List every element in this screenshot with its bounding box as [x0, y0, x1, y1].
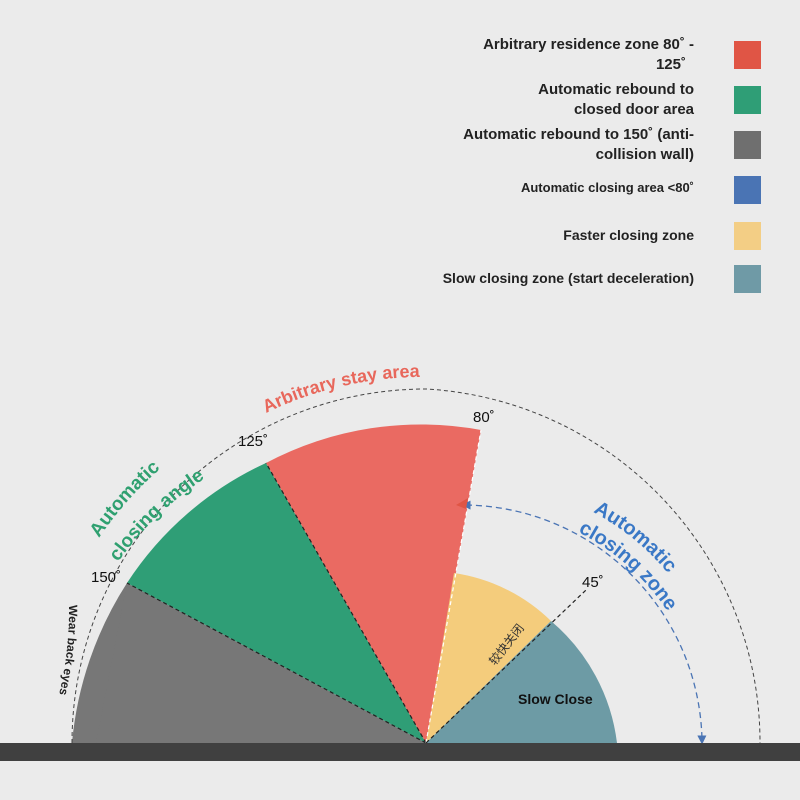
red-arrow-tip	[456, 498, 468, 509]
legend-item-faster-closing: Faster closing zone	[563, 227, 694, 243]
sector-green-125	[127, 463, 426, 743]
legend: Arbitrary residence zone 80˚ - 125˚ Auto…	[0, 0, 800, 310]
legend-swatch-slow-closing	[734, 265, 761, 293]
angle-label-125: 125˚	[238, 433, 268, 450]
outer-dashed-arc	[71, 388, 761, 744]
arbitrary-stay-area-label: Arbitrary stay area	[259, 361, 421, 417]
legend-swatch-rebound-150	[734, 131, 761, 159]
legend-item-rebound-closed: Automatic rebound to closed door area	[538, 81, 694, 118]
radius-80	[425, 429, 482, 744]
legend-item-arbitrary-residence: Arbitrary residence zone 80˚ - 125˚	[483, 36, 694, 73]
legend-item-auto-closing: Automatic closing area <80˚	[520, 180, 694, 195]
closing-zone-arrow	[461, 500, 707, 745]
sector-gray-150	[95, 583, 427, 743]
slow-close-label: Slow Close	[518, 691, 593, 707]
legend-item-rebound-150: Automatic rebound to 150˚ (anti- collisi…	[463, 126, 694, 163]
angle-label-150: 150˚	[91, 569, 121, 586]
legend-swatch-faster-closing	[734, 222, 761, 250]
legend-swatch-arbitrary-residence	[734, 41, 761, 69]
radius-150	[126, 582, 427, 744]
angle-label-45: 45˚	[582, 574, 604, 591]
floor-bar	[0, 743, 800, 761]
legend-swatch-auto-closing	[734, 176, 761, 204]
sector-gray-extension	[72, 583, 127, 743]
angle-label-80: 80˚	[473, 409, 495, 426]
legend-swatch-rebound-closed	[734, 86, 761, 114]
wear-back-eyes-label: Wear back eyes	[56, 605, 80, 697]
radius-125	[265, 462, 427, 744]
sector-red-80	[266, 424, 481, 743]
legend-item-slow-closing: Slow closing zone (start deceleration)	[442, 270, 694, 286]
